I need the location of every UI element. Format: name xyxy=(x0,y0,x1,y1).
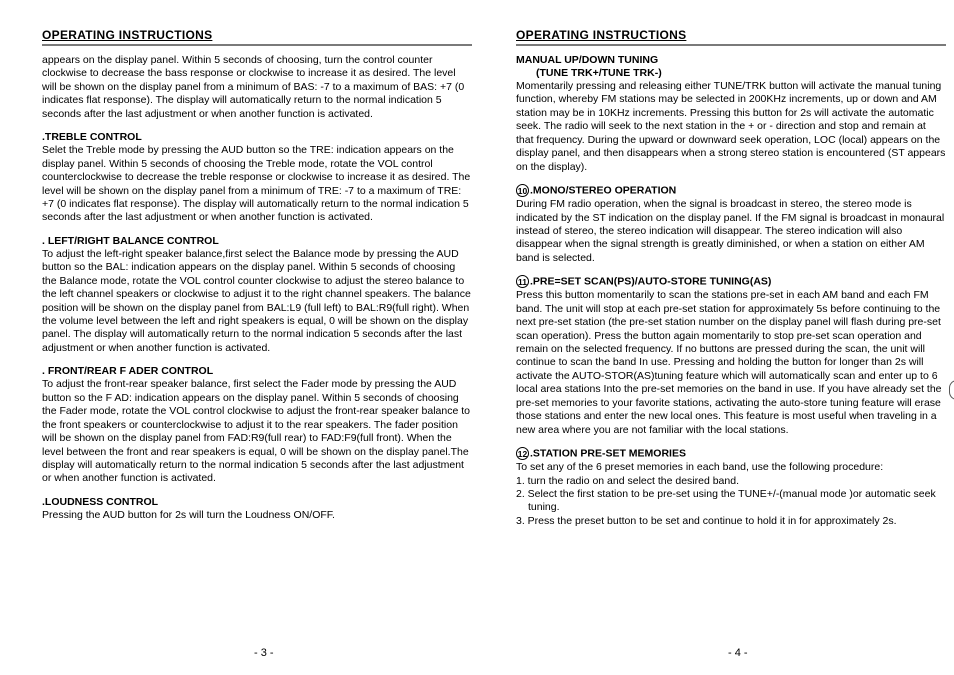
procedure-step-1: 1. turn the radio on and select the desi… xyxy=(516,475,946,488)
step-number-icon: 10 xyxy=(516,184,529,197)
mono-stereo-heading: 10.MONO/STEREO OPERATION xyxy=(516,184,946,197)
balance-heading: . LEFT/RIGHT BALANCE CONTROL xyxy=(42,235,472,247)
fader-body: To adjust the front-rear speaker balance… xyxy=(42,378,472,486)
rule xyxy=(42,44,472,46)
left-page: OPERATING INSTRUCTIONS appears on the di… xyxy=(42,28,472,522)
manual-tune-body: Momentarily pressing and releasing eithe… xyxy=(516,80,946,174)
manual-tune-heading: MANUAL UP/DOWN TUNING xyxy=(516,54,946,66)
rule xyxy=(516,44,946,46)
page-number-left: - 3 - xyxy=(254,647,274,659)
treble-body: Selet the Treble mode by pressing the AU… xyxy=(42,144,472,225)
balance-body: To adjust the left-right speaker balance… xyxy=(42,248,472,356)
preset-scan-body: Press this button momentarily to scan th… xyxy=(516,289,946,437)
page-title: OPERATING INSTRUCTIONS xyxy=(516,28,946,42)
step-number-icon: 12 xyxy=(516,447,529,460)
station-preset-intro: To set any of the 6 preset memories in e… xyxy=(516,461,946,474)
procedure-step-2: 2. Select the first station to be pre-se… xyxy=(516,488,946,515)
right-page: OPERATING INSTRUCTIONS MANUAL UP/DOWN TU… xyxy=(516,28,946,528)
page-title: OPERATING INSTRUCTIONS xyxy=(42,28,472,42)
step-number-icon: 11 xyxy=(516,275,529,288)
intro-text: appears on the display panel. Within 5 s… xyxy=(42,54,472,121)
edge-arc-icon xyxy=(949,380,954,400)
mono-stereo-body: During FM radio operation, when the sign… xyxy=(516,198,946,265)
manual-tune-sub: (TUNE TRK+/TUNE TRK-) xyxy=(516,67,946,79)
mono-stereo-label: .MONO/STEREO OPERATION xyxy=(530,184,676,196)
loudness-heading: .LOUDNESS CONTROL xyxy=(42,496,472,508)
treble-heading: .TREBLE CONTROL xyxy=(42,131,472,143)
preset-scan-label: .PRE=SET SCAN(PS)/AUTO-STORE TUNING(AS) xyxy=(530,276,771,288)
station-preset-heading: 12.STATION PRE-SET MEMORIES xyxy=(516,447,946,460)
loudness-body: Pressing the AUD button for 2s will turn… xyxy=(42,509,472,522)
fader-heading: . FRONT/REAR F ADER CONTROL xyxy=(42,365,472,377)
preset-scan-heading: 11.PRE=SET SCAN(PS)/AUTO-STORE TUNING(AS… xyxy=(516,275,946,288)
page-number-right: - 4 - xyxy=(728,647,748,659)
procedure-step-3: 3. Press the preset button to be set and… xyxy=(516,515,946,528)
station-preset-label: .STATION PRE-SET MEMORIES xyxy=(530,447,686,459)
